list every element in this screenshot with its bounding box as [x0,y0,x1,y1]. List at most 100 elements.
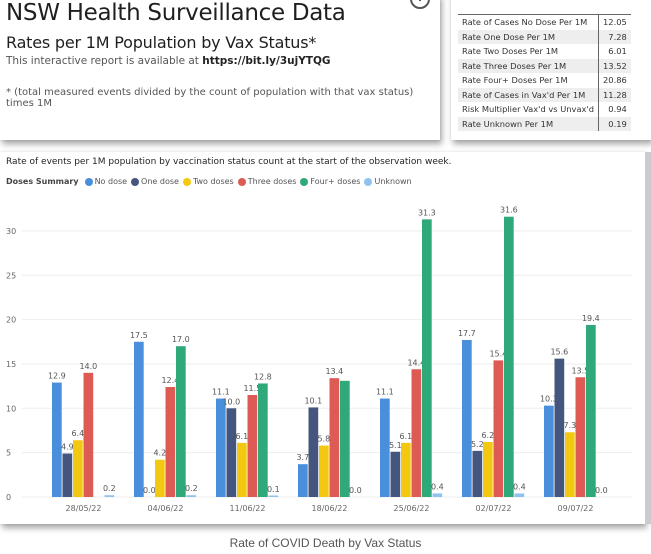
bar [575,377,586,497]
bar [186,495,197,497]
data-label: 19.4 [582,314,600,323]
legend-label: No dose [94,177,128,186]
info-icon[interactable] [410,0,430,9]
bar-chart: 0 5 10 15 20 25 30 12.9 4.9 6.4 14.0 0.2 28/05/22 17.… [6,206,632,513]
bar [504,216,514,497]
data-label: 0.4 [513,482,526,491]
legend-swatch-icon [84,177,93,186]
bar [462,340,472,497]
bar [565,432,575,497]
bar [258,383,268,497]
data-label: 13.5 [571,366,589,375]
bar [380,398,390,497]
chart-legend: Doses Summary No dose One dose Two doses Th… [6,177,416,186]
stats-label: Rate of Cases in Vax'd Per 1M [458,87,599,102]
bar [298,464,308,497]
y-tick-label: 20 [6,316,16,325]
y-tick-label: 5 [6,449,11,458]
data-label: 0.0 [143,486,156,495]
bar [586,324,596,497]
stats-label: Rate Unknown Per 1M [458,116,599,131]
legend-swatch-icon [364,177,373,186]
x-tick-label: 28/05/22 [66,504,102,513]
data-label: 11.1 [376,388,394,397]
data-label: 5.1 [389,441,402,450]
data-label: 31.3 [418,208,436,217]
data-label: 5.2 [471,440,484,449]
data-label: 6.2 [481,431,494,440]
figure-caption: Rate of COVID Death by Vax Status [229,536,422,550]
legend-item[interactable]: Four+ doses [300,177,360,186]
scrollbar[interactable] [645,152,651,524]
bar [247,394,258,497]
data-label: 12.8 [254,372,272,381]
legend-item[interactable]: Unknown [364,177,412,186]
bar [390,451,401,497]
legend-item[interactable]: One dose [131,177,179,186]
stats-value: 0.94 [598,102,631,117]
legend-swatch-icon [237,177,246,186]
bar [268,495,279,497]
bar [52,382,62,497]
legend-label: Two doses [192,177,234,186]
legend-label: Three doses [247,177,297,186]
bar [216,398,226,497]
data-label: 15.6 [550,348,568,357]
legend-label: Four+ doses [310,177,361,186]
stats-card: Rate of Cases No Dose Per 1M 12.05 Rate On… [451,0,651,140]
data-label: 3.7 [296,453,309,462]
availability-text: This interactive report is available at … [6,55,331,67]
report-title: NSW Health Surveillance Data [6,0,346,26]
data-label: 17.5 [130,331,148,340]
data-label: 6.4 [71,429,84,438]
data-label: 12.4 [161,376,179,385]
stats-value: 0.19 [598,116,631,131]
data-label: 17.7 [458,329,476,338]
bar [411,369,422,497]
bar [226,408,237,497]
stats-row: Rate Four+ Doses Per 1M 20.86 [458,73,631,88]
bar [104,495,115,497]
stats-label: Rate Two Doses Per 1M [462,46,559,57]
stats-row: Rate Three Doses Per 1M 13.52 [458,58,631,73]
data-label: 10.3 [540,395,558,404]
legend-item[interactable]: Two doses [182,177,234,186]
report-link[interactable]: https://bit.ly/3ujYTQG [202,55,331,67]
legend-item[interactable]: Three doses [237,177,297,186]
y-tick-label: 30 [6,227,16,236]
report-title-card: NSW Health Surveillance Data Rates per 1… [0,0,440,140]
stats-row: Rate of Cases No Dose Per 1M 12.05 [458,15,631,30]
stats-value: 20.86 [598,73,631,88]
legend-item[interactable]: No dose [84,177,128,186]
data-label: 13.4 [325,367,343,376]
x-tick-label: 04/06/22 [148,504,184,513]
rate-footnote: * (total measured events divided by the … [6,87,414,109]
stats-label: Rate of Cases No Dose Per 1M [462,17,588,28]
bar [483,442,493,497]
stats-value: 13.52 [598,58,631,73]
legend-title: Doses Summary [6,177,79,186]
y-tick-label: 15 [6,360,16,369]
bar [432,493,443,497]
stats-row: Rate Two Doses Per 1M 6.01 [458,44,631,59]
bar [62,453,73,497]
stats-value: 7.28 [598,29,631,44]
data-label: 14.0 [79,362,97,371]
data-label: 14.4 [407,358,425,367]
stats-label: Rate Four+ Doses Per 1M [462,75,568,86]
bar [83,372,94,497]
stats-value: 12.05 [598,15,631,30]
x-tick-label: 09/07/22 [558,504,594,513]
stats-value: 11.28 [598,87,631,102]
data-label: 11.5 [243,384,261,393]
bar [472,450,483,497]
bar [401,442,411,497]
legend-swatch-icon [300,177,309,186]
data-label: 0.2 [185,484,198,493]
bar [176,346,186,497]
chart-card: Rate of events per 1M population by vacc… [0,152,645,524]
stats-row: Risk Multiplier Vax'd vs Unvax'd 0.94 [458,102,631,117]
stats-label: Rate Three Doses Per 1M [458,58,599,73]
bar [329,378,340,497]
data-label: 11.1 [212,388,230,397]
